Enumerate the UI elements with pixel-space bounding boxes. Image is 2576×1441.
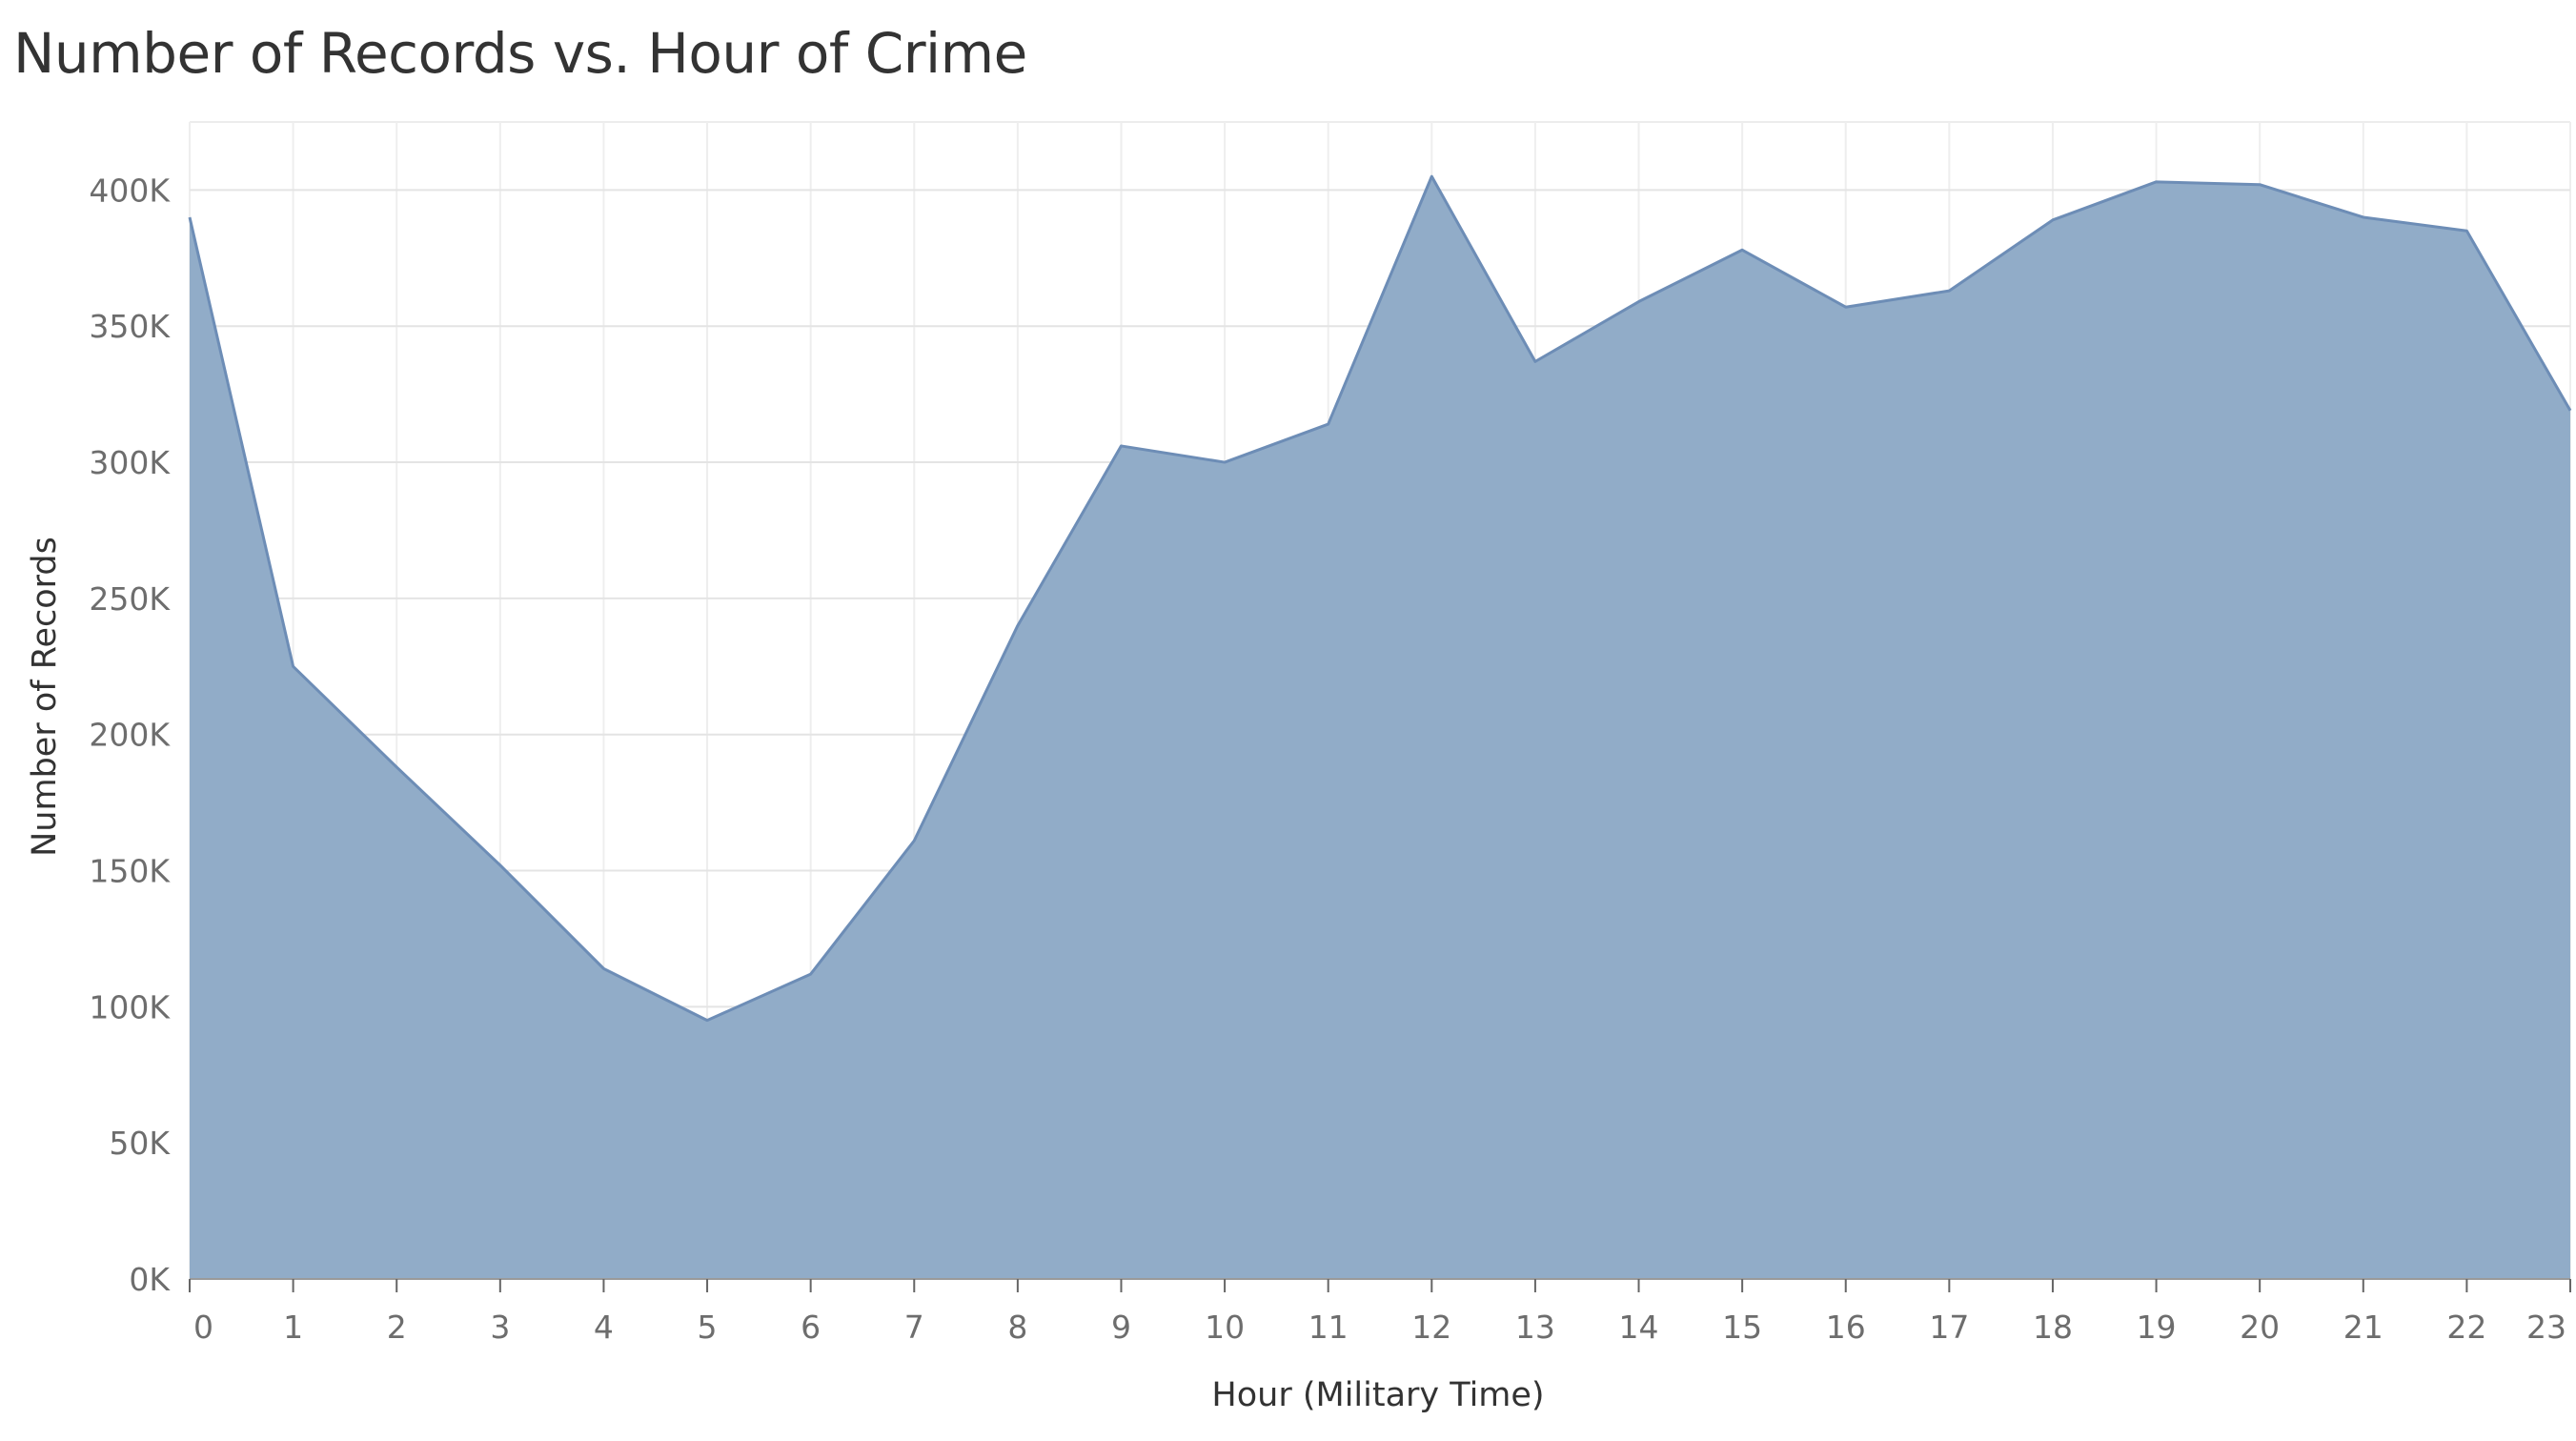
area-line: [188, 174, 2572, 1023]
x-tick-label: 6: [801, 1309, 821, 1346]
y-tick-label: 150K: [89, 853, 171, 890]
y-tick-label: 350K: [89, 308, 171, 345]
x-tick-label: 4: [594, 1309, 614, 1346]
x-tick-label: 21: [2343, 1309, 2383, 1346]
x-tick-label: 1: [283, 1309, 303, 1346]
area-fill: [190, 176, 2570, 1280]
y-tick-label: 50K: [109, 1125, 171, 1162]
x-tick-label: 12: [1411, 1309, 1451, 1346]
x-tick-label: 8: [1007, 1309, 1027, 1346]
x-tick-label: 19: [2137, 1309, 2177, 1346]
x-tick-label: 11: [1308, 1309, 1349, 1346]
x-tick-label: 17: [1929, 1309, 1969, 1346]
y-tick-label: 100K: [89, 988, 171, 1025]
x-tick-label: 15: [1722, 1309, 1762, 1346]
y-tick-label: 250K: [89, 580, 171, 618]
x-tick-label: 5: [698, 1309, 718, 1346]
y-tick-label: 200K: [89, 717, 171, 754]
x-tick-label: 18: [2033, 1309, 2073, 1346]
x-tick-label: 13: [1515, 1309, 1555, 1346]
x-tick-label: 16: [1826, 1309, 1866, 1346]
x-tick-label: 23: [2526, 1309, 2566, 1346]
area-series: [188, 174, 2572, 1280]
x-tick-label: 7: [904, 1309, 924, 1346]
x-tick-label: 20: [2240, 1309, 2280, 1346]
x-tick-label: 14: [1619, 1309, 1659, 1346]
y-axis-title: Number of Records: [26, 537, 64, 857]
y-tick-label: 0K: [129, 1261, 171, 1298]
y-tick-label: 300K: [89, 444, 171, 481]
x-tick-label: 10: [1205, 1309, 1245, 1346]
x-tick-label: 9: [1111, 1309, 1131, 1346]
x-tick-label: 0: [193, 1309, 213, 1346]
x-axis-title: Hour (Military Time): [1211, 1376, 1544, 1414]
chart-title: Number of Records vs. Hour of Crime: [13, 21, 1027, 86]
x-tick-label: 3: [490, 1309, 510, 1346]
x-tick-label: 2: [387, 1309, 407, 1346]
y-tick-label: 400K: [89, 172, 171, 209]
x-tick-label: 22: [2446, 1309, 2486, 1346]
